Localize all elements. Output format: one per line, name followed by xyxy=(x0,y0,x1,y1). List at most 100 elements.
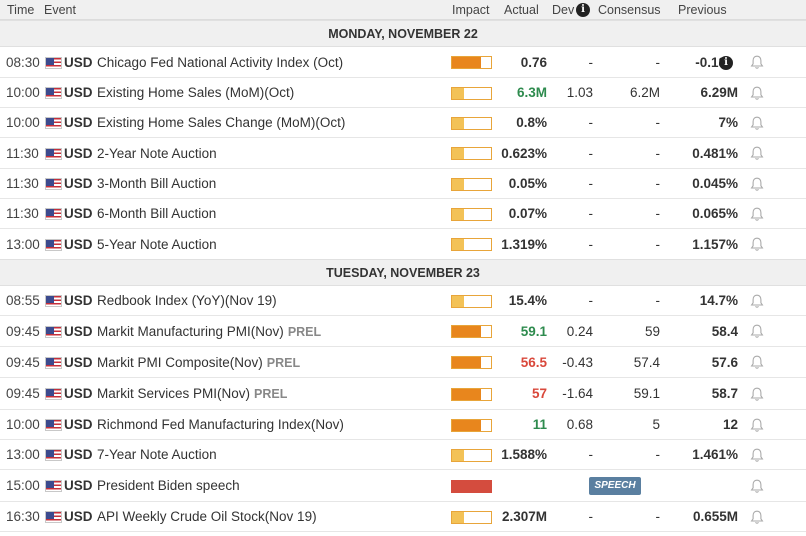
impact-bar xyxy=(451,147,492,160)
event-row[interactable]: 08:55 USD Redbook Index (YoY)(Nov 19) 15.4%… xyxy=(0,286,806,316)
event-name-wrap[interactable]: Existing Home Sales Change (MoM)(Oct) xyxy=(97,115,345,130)
header-impact[interactable]: Impact xyxy=(452,3,490,17)
header-actual[interactable]: Actual xyxy=(504,3,539,17)
impact-fill xyxy=(452,57,482,68)
actual-value: 0.07% xyxy=(508,206,547,221)
event-name-wrap[interactable]: API Weekly Crude Oil Stock(Nov 19) xyxy=(97,509,317,524)
event-name[interactable]: President Biden speech xyxy=(97,478,240,493)
bell-icon[interactable] xyxy=(750,116,764,131)
day-header: TUESDAY, NOVEMBER 23 xyxy=(0,259,806,286)
event-name[interactable]: API Weekly Crude Oil Stock(Nov 19) xyxy=(97,509,317,524)
header-dev[interactable]: Dev xyxy=(552,3,575,17)
event-row[interactable]: 15:00 USD President Biden speech SPEECH xyxy=(0,470,806,502)
impact-bar xyxy=(451,238,492,251)
impact-bar xyxy=(451,325,492,338)
event-time: 10:00 xyxy=(6,417,40,432)
event-row[interactable]: 16:30 USD API Weekly Crude Oil Stock(Nov 1… xyxy=(0,502,806,532)
previous-value: 7% xyxy=(718,115,738,130)
event-name[interactable]: 5-Year Note Auction xyxy=(97,237,217,252)
bell-icon[interactable] xyxy=(750,55,764,70)
event-name-wrap[interactable]: 5-Year Note Auction xyxy=(97,237,217,252)
bell-icon[interactable] xyxy=(750,177,764,192)
event-name[interactable]: 3-Month Bill Auction xyxy=(97,176,217,191)
impact-fill xyxy=(452,326,482,337)
header-time[interactable]: Time xyxy=(7,3,35,17)
event-row[interactable]: 09:45 USD Markit Manufacturing PMI(Nov) PRE… xyxy=(0,316,806,347)
deviation-value: - xyxy=(588,206,594,221)
event-name-wrap[interactable]: 7-Year Note Auction xyxy=(97,447,217,462)
event-name-wrap[interactable]: 2-Year Note Auction xyxy=(97,146,217,161)
impact-fill xyxy=(452,239,464,250)
previous-value: 12 xyxy=(722,417,738,432)
actual-value: 1.319% xyxy=(501,237,547,252)
previous-info-icon[interactable]: i xyxy=(719,56,733,70)
event-time: 10:00 xyxy=(6,115,40,130)
event-name[interactable]: Existing Home Sales (MoM)(Oct) xyxy=(97,85,295,100)
bell-icon[interactable] xyxy=(750,387,764,402)
event-name-wrap[interactable]: Markit Manufacturing PMI(Nov) PREL xyxy=(97,324,321,339)
event-name[interactable]: Markit Manufacturing PMI(Nov) xyxy=(97,324,284,339)
us-flag-icon xyxy=(45,388,62,400)
event-name-wrap[interactable]: Chicago Fed National Activity Index (Oct… xyxy=(97,55,343,70)
consensus-value: - xyxy=(655,509,661,524)
event-name[interactable]: 2-Year Note Auction xyxy=(97,146,217,161)
bell-icon[interactable] xyxy=(750,355,764,370)
bell-icon[interactable] xyxy=(750,479,764,494)
event-row[interactable]: 13:00 USD 5-Year Note Auction 1.319% - - 1.157… xyxy=(0,229,806,260)
event-row[interactable]: 13:00 USD 7-Year Note Auction 1.588% - - 1.461… xyxy=(0,440,806,470)
event-name-wrap[interactable]: Markit PMI Composite(Nov) PREL xyxy=(97,355,300,370)
consensus-value: - xyxy=(655,55,661,70)
bell-icon[interactable] xyxy=(750,207,764,222)
event-name[interactable]: Markit PMI Composite(Nov) xyxy=(97,355,263,370)
us-flag-icon xyxy=(45,87,62,99)
event-name[interactable]: Richmond Fed Manufacturing Index(Nov) xyxy=(97,417,344,432)
event-name[interactable]: 6-Month Bill Auction xyxy=(97,206,217,221)
us-flag-icon xyxy=(45,57,62,69)
deviation-value: - xyxy=(588,176,594,191)
event-row[interactable]: 11:30 USD 3-Month Bill Auction 0.05% - - 0.045… xyxy=(0,169,806,199)
bell-icon[interactable] xyxy=(750,510,764,525)
event-row[interactable]: 11:30 USD 6-Month Bill Auction 0.07% - - 0.065… xyxy=(0,199,806,229)
event-name[interactable]: Existing Home Sales Change (MoM)(Oct) xyxy=(97,115,346,130)
us-flag-icon xyxy=(45,148,62,160)
actual-value: 0.623% xyxy=(501,146,547,161)
currency-code: USD xyxy=(64,447,93,462)
event-name[interactable]: 7-Year Note Auction xyxy=(97,447,217,462)
event-row[interactable]: 10:00 USD Existing Home Sales Change (MoM)… xyxy=(0,108,806,138)
deviation-value: - xyxy=(588,293,594,308)
bell-icon[interactable] xyxy=(750,294,764,309)
header-previous[interactable]: Previous xyxy=(678,3,727,17)
currency-code: USD xyxy=(64,85,93,100)
bell-icon[interactable] xyxy=(750,86,764,101)
event-row[interactable]: 09:45 USD Markit Services PMI(Nov) PREL 57 -1… xyxy=(0,378,806,410)
event-name-wrap[interactable]: 6-Month Bill Auction xyxy=(97,206,216,221)
event-row[interactable]: 11:30 USD 2-Year Note Auction 0.623% - - 0.481… xyxy=(0,138,806,169)
event-time: 15:00 xyxy=(6,478,40,493)
event-name-wrap[interactable]: Existing Home Sales (MoM)(Oct) xyxy=(97,85,294,100)
event-name-wrap[interactable]: Markit Services PMI(Nov) PREL xyxy=(97,386,287,401)
bell-icon[interactable] xyxy=(750,448,764,463)
event-name[interactable]: Chicago Fed National Activity Index (Oct… xyxy=(97,55,344,70)
event-name-wrap[interactable]: 3-Month Bill Auction xyxy=(97,176,216,191)
event-name-wrap[interactable]: Richmond Fed Manufacturing Index(Nov) xyxy=(97,417,344,432)
bell-icon[interactable] xyxy=(750,237,764,252)
event-name[interactable]: Markit Services PMI(Nov) xyxy=(97,386,251,401)
us-flag-icon xyxy=(45,208,62,220)
bell-icon[interactable] xyxy=(750,418,764,433)
header-event[interactable]: Event xyxy=(44,3,76,17)
event-row[interactable]: 09:45 USD Markit PMI Composite(Nov) PREL 56.… xyxy=(0,347,806,378)
header-consensus[interactable]: Consensus xyxy=(598,3,661,17)
event-row[interactable]: 08:30 USD Chicago Fed National Activity In… xyxy=(0,47,806,78)
event-name[interactable]: Redbook Index (YoY)(Nov 19) xyxy=(97,293,277,308)
bell-icon[interactable] xyxy=(750,324,764,339)
bell-icon[interactable] xyxy=(750,146,764,161)
event-name-wrap[interactable]: President Biden speech xyxy=(97,478,240,493)
event-name-wrap[interactable]: Redbook Index (YoY)(Nov 19) xyxy=(97,293,277,308)
currency-code: USD xyxy=(64,176,93,191)
event-row[interactable]: 10:00 USD Richmond Fed Manufacturing Index… xyxy=(0,410,806,440)
currency-code: USD xyxy=(64,293,93,308)
consensus-value: 57.4 xyxy=(633,355,660,370)
event-row[interactable]: 10:00 USD Existing Home Sales (MoM)(Oct) 6.… xyxy=(0,78,806,108)
dev-info-icon[interactable]: i xyxy=(576,3,590,17)
event-time: 08:30 xyxy=(6,55,40,70)
